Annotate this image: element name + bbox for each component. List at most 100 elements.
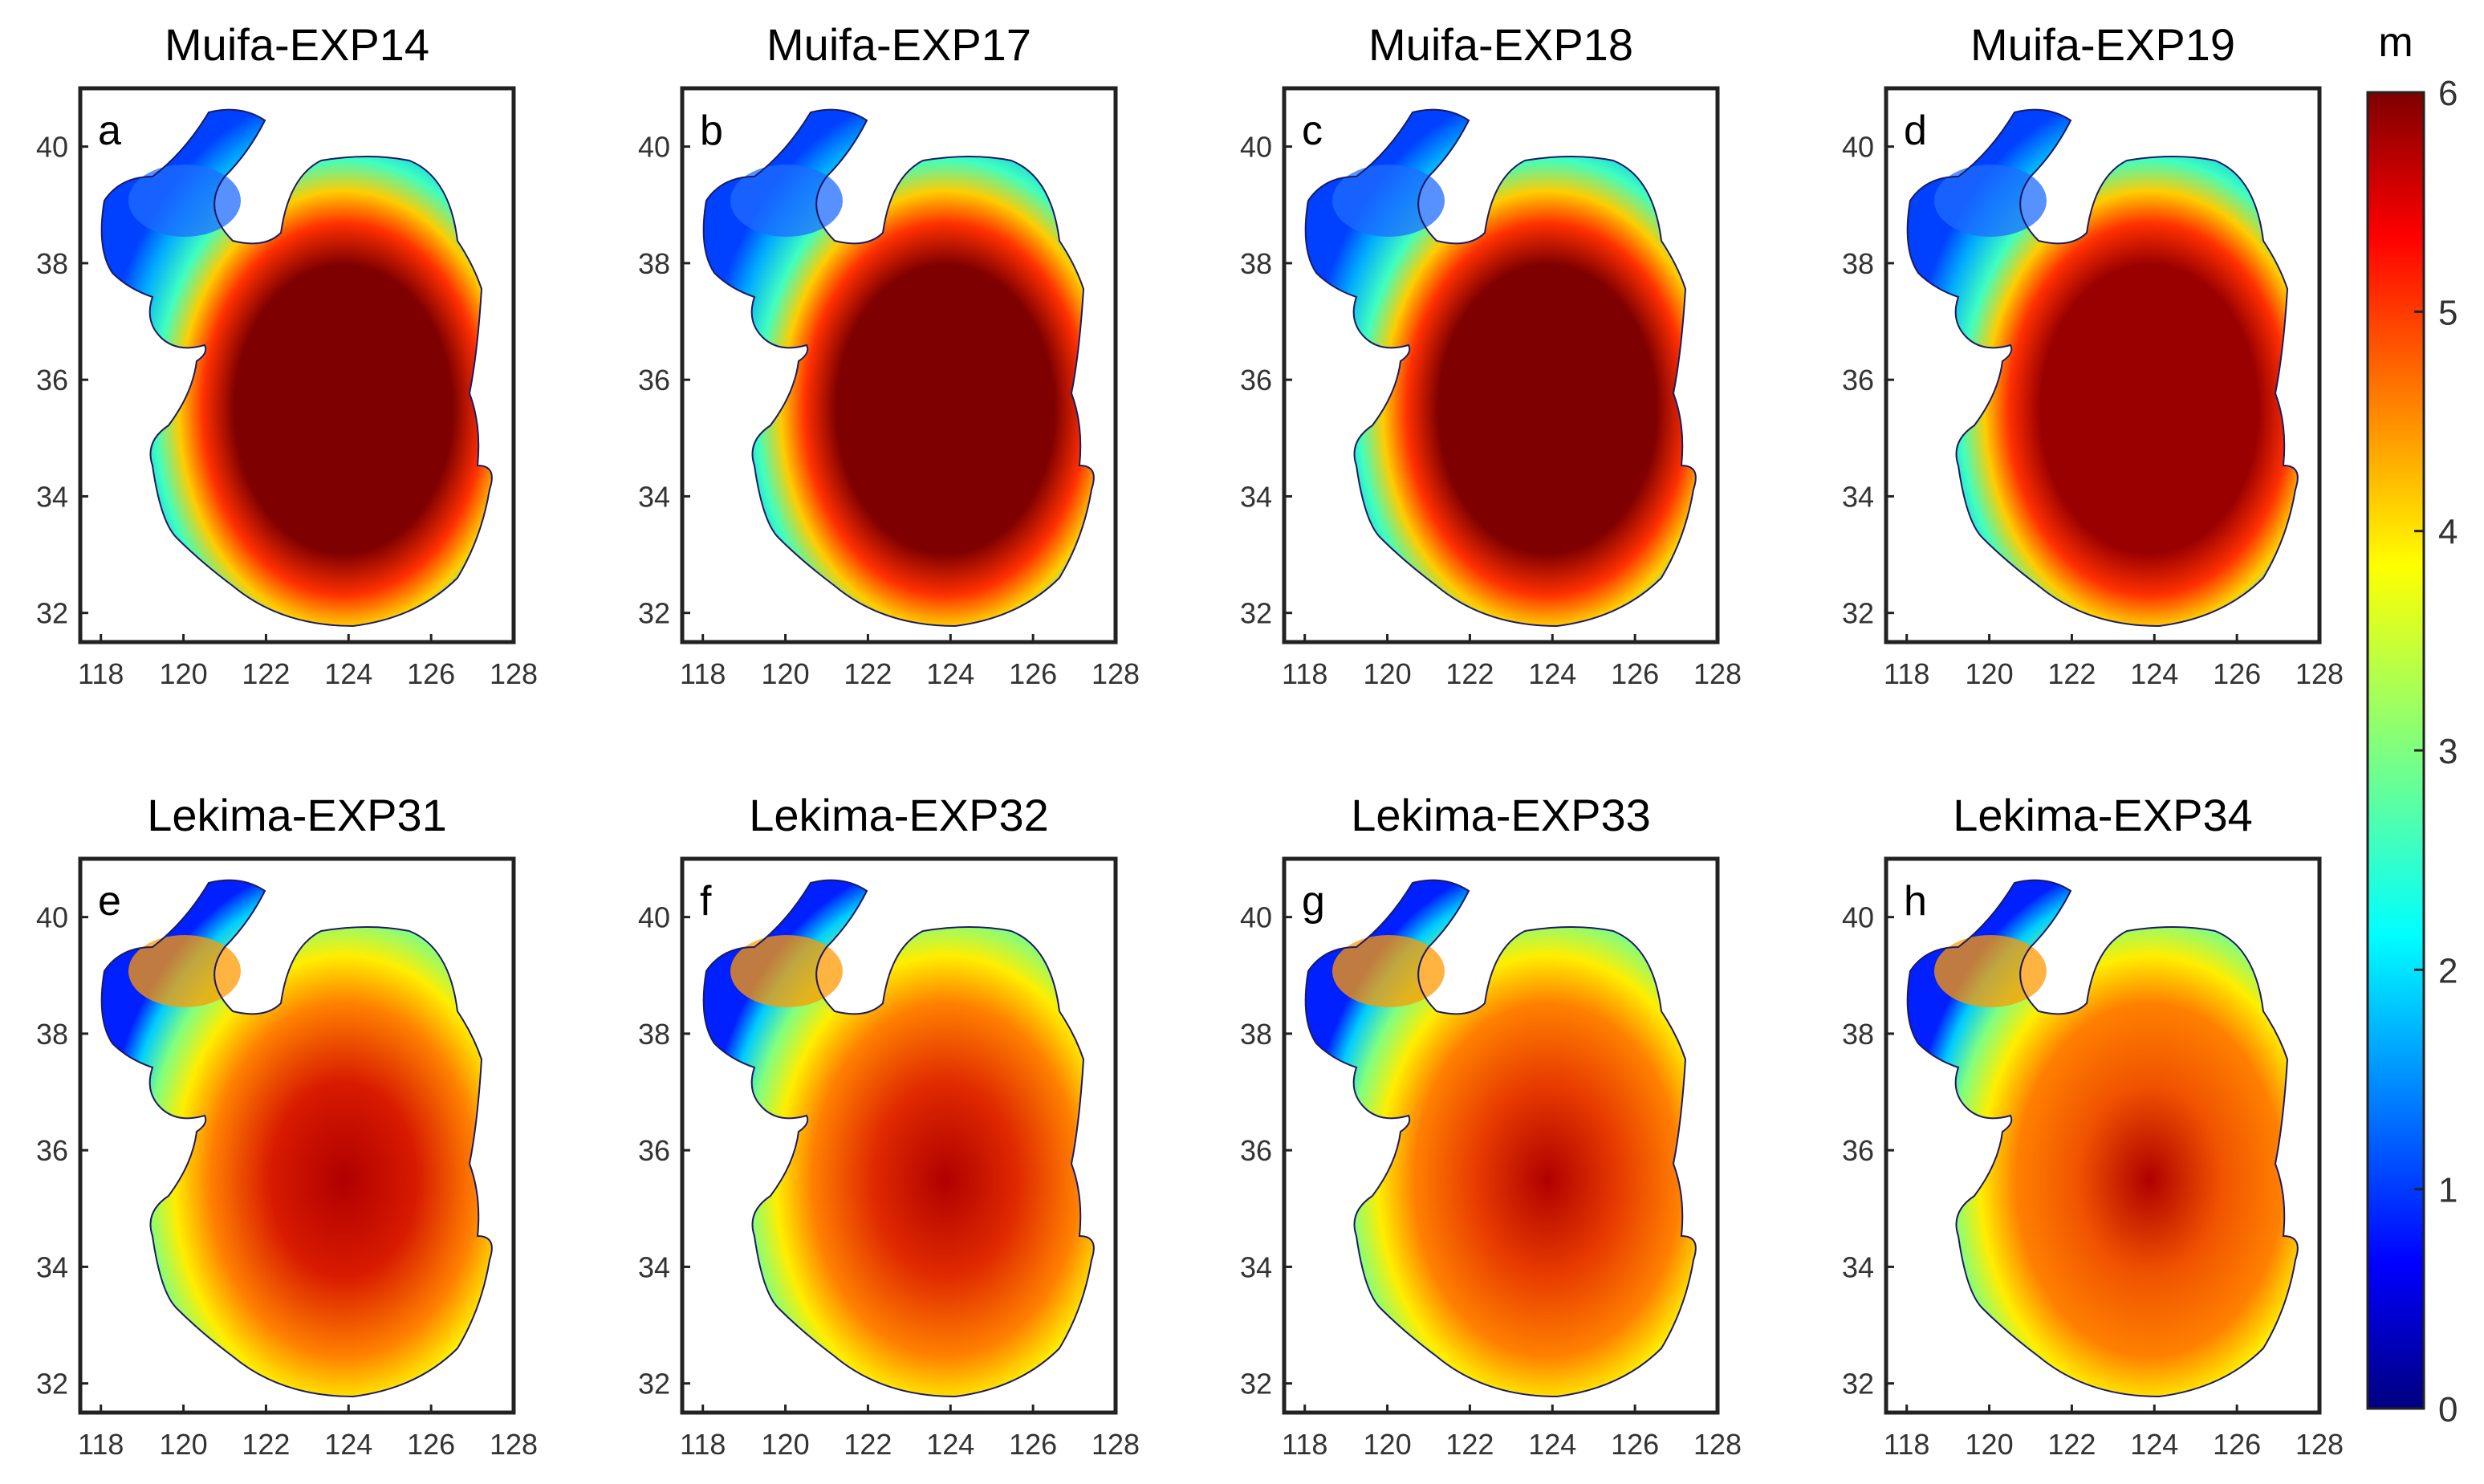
panels: Muifa-EXP14 a 118 120 122 124 126 128 32 34 36 38 40…	[36, 19, 2344, 1461]
wave-field	[100, 108, 493, 627]
wave-field	[1304, 879, 1697, 1397]
y-tick-label: 32	[1842, 1368, 1874, 1401]
map-panel-a: Muifa-EXP14 a 118 120 122 124 126 128 32 34 36 38 40	[36, 19, 538, 690]
y-tick-label: 36	[1240, 1134, 1272, 1167]
axes-frame	[680, 86, 1118, 644]
x-tick-label: 122	[2047, 657, 2096, 690]
axes-frame	[78, 86, 516, 644]
panel-title: Lekima-EXP32	[749, 790, 1049, 840]
map-panel-e: Lekima-EXP31 e 118 120 122 124 126 128 32 34 36 38 4…	[36, 790, 538, 1461]
y-tick-label: 36	[36, 364, 68, 396]
x-tick-label: 128	[2295, 657, 2344, 690]
x-tick-label: 128	[490, 657, 538, 690]
y-tick-label: 34	[1842, 480, 1874, 513]
axes-frame	[1282, 86, 1720, 644]
x-tick-label: 120	[1364, 657, 1412, 690]
bohai-bay-region	[1934, 165, 2047, 237]
colorbar-tick-label: 0	[2438, 1390, 2458, 1429]
x-tick-label: 122	[1445, 1428, 1494, 1461]
map-panel-d: Muifa-EXP19 d 118 120 122 124 126 128 32 34 36 38 40	[1842, 19, 2344, 690]
y-tick-label: 38	[1240, 247, 1272, 280]
map-panel-g: Lekima-EXP33 g 118 120 122 124 126 128 32 34 36 38 4…	[1240, 790, 1742, 1461]
x-tick-label: 118	[1282, 1428, 1327, 1461]
x-tick-label: 126	[2213, 1428, 2261, 1461]
y-tick-label: 36	[638, 1134, 670, 1167]
panel-title: Muifa-EXP18	[1368, 19, 1633, 70]
y-tick-label: 40	[1240, 901, 1272, 934]
panel-label: h	[1904, 878, 1927, 925]
map-panel-f: Lekima-EXP32 f 118 120 122 124 126 128 32 34 36 38 4…	[638, 790, 1140, 1461]
colorbar-tick-label: 2	[2438, 951, 2458, 990]
panel-title: Muifa-EXP17	[766, 19, 1031, 70]
x-tick-label: 128	[1092, 1428, 1140, 1461]
x-tick-label: 124	[2130, 1428, 2178, 1461]
x-tick-label: 126	[1009, 1428, 1057, 1461]
x-tick-label: 128	[1693, 1428, 1742, 1461]
wave-field	[100, 879, 493, 1397]
x-tick-label: 122	[1445, 657, 1494, 690]
x-tick-label: 124	[926, 657, 974, 690]
y-tick-label: 34	[36, 1250, 68, 1283]
y-tick-label: 38	[638, 1018, 670, 1051]
x-tick-label: 122	[242, 1428, 290, 1461]
y-tick-label: 38	[638, 247, 670, 280]
colorbar-tick-label: 1	[2438, 1171, 2458, 1210]
y-tick-label: 36	[1842, 364, 1874, 396]
x-tick-label: 124	[1528, 1428, 1576, 1461]
panel-label: c	[1302, 108, 1323, 154]
x-tick-label: 126	[1611, 1428, 1659, 1461]
y-tick-label: 38	[36, 1018, 68, 1051]
y-tick-label: 36	[638, 364, 670, 396]
map-panel-b: Muifa-EXP17 b 118 120 122 124 126 128 32 34 36 38 40	[638, 19, 1140, 690]
y-tick-label: 40	[1240, 131, 1272, 164]
y-tick-label: 40	[36, 131, 68, 164]
axes-frame	[1884, 856, 2322, 1415]
panel-title: Lekima-EXP33	[1351, 790, 1651, 840]
wave-field	[1304, 108, 1697, 627]
bohai-bay-region	[730, 165, 843, 237]
x-tick-label: 124	[1528, 657, 1576, 690]
y-tick-label: 38	[1842, 247, 1874, 280]
panel-title: Lekima-EXP34	[1953, 790, 2253, 840]
x-tick-label: 124	[2130, 657, 2178, 690]
y-tick-label: 38	[36, 247, 68, 280]
bohai-bay-region	[1332, 165, 1445, 237]
x-tick-label: 118	[78, 1428, 124, 1461]
bohai-bay-region	[1934, 935, 2047, 1007]
x-tick-label: 120	[762, 1428, 810, 1461]
y-tick-label: 40	[638, 131, 670, 164]
bohai-bay-region	[128, 935, 241, 1007]
panel-label: b	[700, 108, 723, 154]
panel-title: Lekima-EXP31	[147, 790, 447, 840]
y-tick-label: 34	[1842, 1250, 1874, 1283]
map-panel-h: Lekima-EXP34 h 118 120 122 124 126 128 32 34 36 38 4…	[1842, 790, 2344, 1461]
x-tick-label: 128	[1092, 657, 1140, 690]
panel-label: g	[1302, 878, 1325, 925]
panel-title: Muifa-EXP14	[165, 19, 429, 70]
y-tick-label: 32	[1240, 1368, 1272, 1401]
panel-label: f	[700, 878, 712, 925]
x-tick-label: 120	[1364, 1428, 1412, 1461]
y-tick-label: 36	[36, 1134, 68, 1167]
bohai-bay-region	[730, 935, 843, 1007]
x-tick-label: 122	[2047, 1428, 2096, 1461]
x-tick-label: 120	[1966, 657, 2014, 690]
y-tick-label: 32	[638, 1368, 670, 1401]
x-tick-label: 126	[1009, 657, 1057, 690]
y-tick-label: 32	[638, 597, 670, 630]
x-tick-label: 122	[242, 657, 290, 690]
axes-frame	[1282, 856, 1720, 1415]
map-panel-c: Muifa-EXP18 c 118 120 122 124 126 128 32 34 36 38 40	[1240, 19, 1742, 690]
x-tick-label: 122	[844, 657, 892, 690]
colorbar-tick-label: 6	[2438, 74, 2458, 113]
panel-title: Muifa-EXP19	[1970, 19, 2235, 70]
axes-frame	[680, 856, 1118, 1415]
x-tick-label: 118	[1884, 1428, 1929, 1461]
y-tick-label: 32	[1842, 597, 1874, 630]
colorbar-tick-label: 5	[2438, 293, 2458, 332]
y-tick-label: 36	[1240, 364, 1272, 396]
colorbar-tick-label: 4	[2438, 513, 2458, 552]
x-tick-label: 126	[1611, 657, 1659, 690]
x-tick-label: 126	[407, 657, 455, 690]
wave-field	[702, 879, 1095, 1397]
